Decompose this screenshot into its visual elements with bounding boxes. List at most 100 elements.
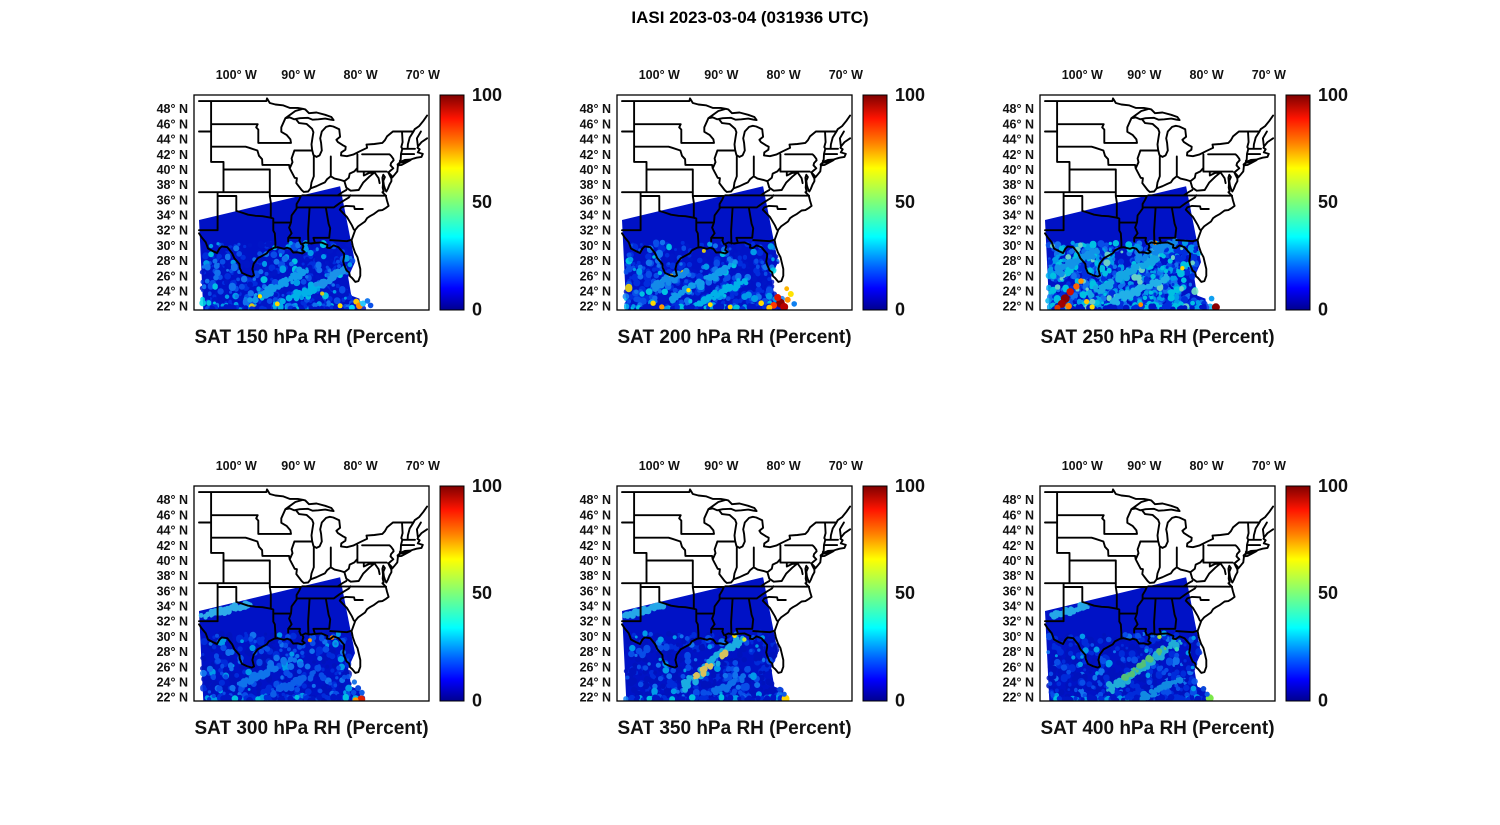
y-tick-label: 42° N	[580, 148, 611, 162]
colorbar-tick-labels: 100 50 0	[895, 85, 925, 320]
y-tick-label: 38° N	[1003, 178, 1034, 192]
y-tick-label: 36° N	[580, 193, 611, 207]
map-content	[1044, 488, 1275, 701]
x-tick-label: 90° W	[281, 68, 315, 82]
x-tick-label: 100° W	[216, 459, 257, 473]
y-tick-label: 22° N	[157, 300, 188, 314]
panel-sat-150-hpa: 100° W 90° W 80° W 70° W 48° N 46° N 44° N 42° …	[130, 55, 522, 365]
y-tick-label: 32° N	[580, 224, 611, 238]
x-tick-label: 80° W	[767, 68, 801, 82]
y-tick-label: 28° N	[580, 254, 611, 268]
y-tick-label: 42° N	[1003, 539, 1034, 553]
map-content	[621, 488, 852, 701]
y-tick-label: 48° N	[1003, 493, 1034, 507]
colorbar-tick-label: 0	[895, 300, 905, 320]
y-tick-label: 44° N	[157, 524, 188, 538]
y-tick-label: 26° N	[1003, 269, 1034, 283]
y-tick-label: 36° N	[157, 584, 188, 598]
state-borders	[1044, 488, 1275, 674]
map-figure-150: 100° W 90° W 80° W 70° W 48° N46° N 44° N42° …	[157, 68, 502, 348]
colorbar-tick-label: 100	[895, 85, 925, 105]
panel-title: SAT 150 hPa RH (Percent)	[194, 327, 428, 348]
y-tick-label: 40° N	[1003, 163, 1034, 177]
y-tick-label: 24° N	[1003, 285, 1034, 299]
longitude-tick-labels: 100° W 90° W 80° W 70° W	[1062, 459, 1286, 473]
colorbar	[1285, 94, 1311, 311]
y-tick-label: 42° N	[580, 539, 611, 553]
y-tick-label: 30° N	[580, 239, 611, 253]
y-tick-label: 42° N	[1003, 148, 1034, 162]
map-frame	[1039, 94, 1276, 311]
y-tick-label: 44° N	[580, 133, 611, 147]
map-figure-250: 100° W 90° W 80° W 70° W 48° N46° N 44° N42° …	[1003, 68, 1348, 348]
map-frame	[616, 94, 853, 311]
x-tick-label: 100° W	[216, 68, 257, 82]
y-tick-label: 40° N	[1003, 554, 1034, 568]
x-tick-label: 70° W	[1252, 68, 1286, 82]
y-tick-label: 34° N	[1003, 209, 1034, 223]
map-content	[198, 97, 429, 310]
y-tick-label: 36° N	[1003, 193, 1034, 207]
y-tick-label: 30° N	[157, 630, 188, 644]
y-tick-label: 42° N	[157, 148, 188, 162]
swath-hotspots	[1157, 634, 1214, 701]
y-tick-label: 28° N	[1003, 254, 1034, 268]
swath-texture	[622, 602, 790, 701]
colorbar-tick-label: 0	[895, 691, 905, 711]
colorbar-tick-label: 50	[1318, 583, 1338, 603]
y-tick-label: 36° N	[1003, 584, 1034, 598]
colorbar-tick-label: 100	[472, 85, 502, 105]
x-tick-label: 90° W	[281, 459, 315, 473]
colorbar-tick-labels: 100 50 0	[472, 476, 502, 711]
colorbar-tick-label: 50	[472, 192, 492, 212]
x-tick-label: 70° W	[1252, 459, 1286, 473]
colorbar-tick-label: 100	[472, 476, 502, 496]
y-tick-label: 40° N	[580, 163, 611, 177]
colorbar	[862, 485, 888, 702]
map-frame	[1039, 485, 1276, 702]
latitude-tick-labels: 48° N46° N 44° N42° N40° N38° N36° N 34° N…	[1003, 102, 1034, 314]
latitude-tick-labels: 48° N46° N 44° N42° N40° N38° N36° N 34° N…	[580, 493, 611, 705]
x-tick-label: 80° W	[767, 459, 801, 473]
y-tick-label: 40° N	[580, 554, 611, 568]
y-tick-label: 28° N	[157, 254, 188, 268]
panel-title: SAT 400 hPa RH (Percent)	[1040, 718, 1274, 739]
y-tick-label: 26° N	[157, 660, 188, 674]
colorbar	[862, 94, 888, 311]
colorbar-tick-label: 100	[895, 476, 925, 496]
map-figure-350: 100° W 90° W 80° W 70° W 48° N46° N 44° N42° …	[580, 459, 925, 739]
y-tick-label: 32° N	[1003, 615, 1034, 629]
swath-texture	[199, 239, 367, 310]
x-tick-label: 80° W	[1190, 459, 1224, 473]
colorbar-tick-label: 50	[472, 583, 492, 603]
y-tick-label: 24° N	[1003, 676, 1034, 690]
latitude-tick-labels: 48° N46° N 44° N42° N40° N38° N36° N 34° N…	[157, 102, 188, 314]
panel-title: SAT 350 hPa RH (Percent)	[617, 718, 851, 739]
y-tick-label: 44° N	[157, 133, 188, 147]
x-tick-label: 100° W	[639, 68, 680, 82]
y-tick-label: 48° N	[157, 102, 188, 116]
x-tick-label: 70° W	[406, 68, 440, 82]
y-tick-label: 28° N	[580, 645, 611, 659]
y-tick-label: 32° N	[1003, 224, 1034, 238]
colorbar	[439, 94, 465, 311]
state-borders	[621, 97, 852, 283]
swath-hotspots	[650, 286, 797, 310]
panel-sat-200-hpa: 100° W 90° W 80° W 70° W 48° N 46° N 44° N 42° …	[553, 55, 945, 365]
y-tick-label: 46° N	[157, 508, 188, 522]
y-tick-label: 40° N	[157, 163, 188, 177]
panel-title: SAT 300 hPa RH (Percent)	[194, 718, 428, 739]
longitude-tick-labels: 100° W 90° W 80° W 70° W	[1062, 68, 1286, 82]
map-frame	[193, 485, 430, 702]
y-tick-label: 38° N	[157, 178, 188, 192]
y-tick-label: 38° N	[580, 569, 611, 583]
panel-title: SAT 250 hPa RH (Percent)	[1040, 327, 1274, 348]
y-tick-label: 32° N	[157, 615, 188, 629]
colorbar-tick-label: 0	[472, 300, 482, 320]
longitude-tick-labels: 100° W 90° W 80° W 70° W	[639, 68, 863, 82]
state-borders	[198, 488, 429, 674]
x-tick-label: 100° W	[639, 459, 680, 473]
map-frame	[616, 485, 853, 702]
colorbar	[439, 485, 465, 702]
colorbar	[1285, 485, 1311, 702]
